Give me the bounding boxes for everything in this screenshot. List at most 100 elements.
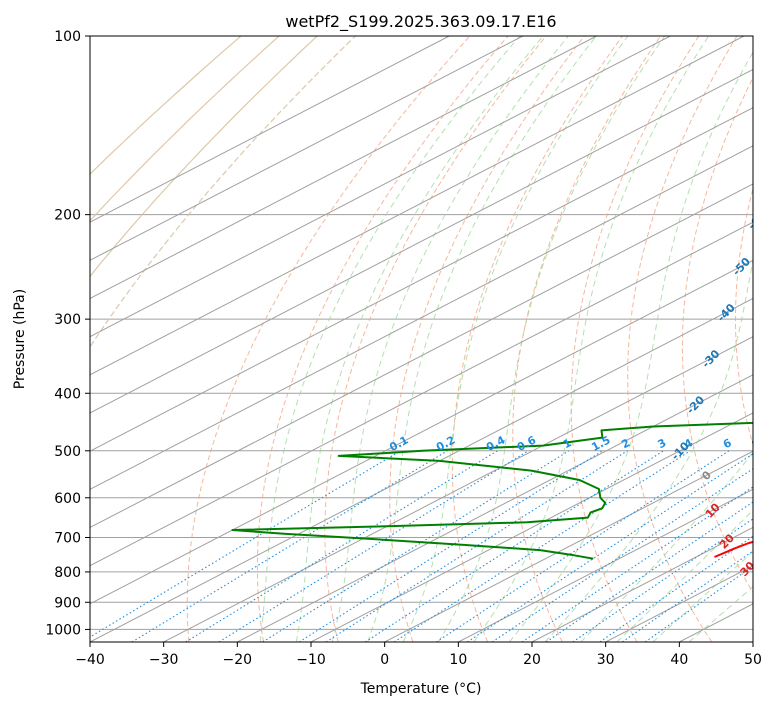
moist-adiabat-line <box>367 36 597 642</box>
isotherm-line <box>90 36 671 338</box>
x-tick-label: −40 <box>75 652 105 668</box>
isotherm-line <box>384 450 753 642</box>
isoline-labels: 0.10.20.40.611.52346810131620253036-100-… <box>387 163 775 604</box>
moist-adiabat-line <box>688 586 753 642</box>
moist-adiabat-line <box>652 550 753 642</box>
isotherm-line <box>163 336 753 642</box>
x-tick-label: 50 <box>744 652 762 668</box>
isotherm-line <box>90 36 597 300</box>
mixing-ratio-line <box>218 450 529 642</box>
y-tick-label: 600 <box>54 491 81 507</box>
mixing-ratio-line <box>622 550 753 642</box>
y-tick-label: 900 <box>54 595 81 611</box>
temperature-line <box>714 540 753 558</box>
plot-frame <box>89 35 754 643</box>
mixing-ratio-label: 1 <box>561 436 574 451</box>
isotherm-line <box>310 412 753 642</box>
mixing-ratio-line <box>572 518 753 642</box>
isotherm-line <box>90 221 753 567</box>
x-axis-title: Temperature (°C) <box>360 681 482 697</box>
mixing-ratio-line <box>393 450 691 642</box>
dry-adiabat-line <box>627 36 738 642</box>
mixing-ratio-label: 8 <box>750 436 763 451</box>
x-tick-label: −20 <box>223 652 253 668</box>
mixing-ratio-line <box>644 565 753 642</box>
isotherm-line <box>752 641 753 642</box>
moist-adiabat-line <box>259 36 521 642</box>
moist-adiabat-line <box>616 509 753 642</box>
isotherm-line <box>90 36 450 223</box>
dry-adiabat-line <box>512 36 662 642</box>
isotherm-line <box>90 36 745 376</box>
y-tick-label: 800 <box>54 565 81 581</box>
x-tick-label: 30 <box>597 652 615 668</box>
moist-adiabat-line <box>402 36 629 642</box>
dry-adiabat-line <box>90 36 242 175</box>
dry-adiabat-line <box>324 36 547 642</box>
chart-title: wetPf2_S199.2025.363.09.17.E16 <box>285 12 556 32</box>
y-tick-label: 1000 <box>45 622 81 638</box>
mixing-ratio-line <box>491 468 753 642</box>
isotherm-line <box>458 488 753 642</box>
mixing-ratio-line <box>90 450 401 638</box>
isotherm-line <box>90 36 524 261</box>
y-tick-label: 300 <box>54 312 81 328</box>
isotherm-line <box>90 107 753 452</box>
isotherm-line <box>90 68 753 414</box>
isotherm-label: -30 <box>699 347 722 371</box>
mixing-ratio-line <box>185 450 498 642</box>
isotherm-label: -40 <box>715 301 738 325</box>
isotherm-line <box>531 526 753 642</box>
background-lines <box>90 36 753 642</box>
mixing-ratio-line <box>325 450 628 642</box>
isotherm-line <box>90 259 753 605</box>
mixing-ratio-label: 3 <box>656 436 669 451</box>
isotherm-label: 30 <box>738 559 758 579</box>
x-tick-label: 10 <box>449 652 467 668</box>
y-tick-label: 700 <box>54 531 81 547</box>
isotherm-line <box>90 145 753 490</box>
x-tick-label: 20 <box>523 652 541 668</box>
moist-adiabat-line <box>580 451 753 642</box>
y-tick-label: 500 <box>54 444 81 460</box>
mixing-ratio-line <box>364 450 664 642</box>
dry-adiabat-line <box>735 186 753 447</box>
y-axis: 100 200 300 400 500 600 700 800 900 1000 <box>45 29 90 638</box>
mixing-ratio-line <box>298 450 603 642</box>
y-tick-label: 100 <box>54 29 81 45</box>
dry-adiabat-line <box>256 36 509 642</box>
dry-adiabat-line <box>681 76 753 594</box>
mixing-ratio-line <box>521 486 753 642</box>
dry-adiabat-line <box>389 36 585 642</box>
x-tick-label: 0 <box>380 652 389 668</box>
moist-adiabat-line <box>331 36 569 642</box>
isotherm-label: -70 <box>760 163 775 187</box>
y-tick-label: 400 <box>54 386 81 402</box>
mixing-ratio-label: 6 <box>721 436 734 451</box>
x-tick-label: −10 <box>296 652 326 668</box>
dry-adiabat-line <box>90 36 356 348</box>
mixing-ratio-line <box>131 450 448 642</box>
dry-adiabat-line <box>451 36 623 642</box>
mixing-ratio-line <box>467 453 753 642</box>
moist-adiabat-line <box>509 51 753 642</box>
isotherm-line <box>90 183 753 529</box>
moist-adiabat-line <box>473 36 710 642</box>
isotherm-label: 10 <box>703 500 723 520</box>
y-axis-title: Pressure (hPa) <box>12 289 28 389</box>
mixing-ratio-label: 10 <box>769 434 775 453</box>
x-tick-label: 40 <box>670 652 688 668</box>
isotherm-label: -50 <box>730 255 753 279</box>
isotherm-label: -60 <box>745 209 768 233</box>
isotherm-line <box>90 297 753 642</box>
data-series <box>231 421 753 560</box>
x-axis: −40 −30 −20 −10 0 10 20 30 40 50 <box>75 642 762 668</box>
isotherm-line <box>237 374 753 642</box>
mixing-ratio-line <box>262 450 570 642</box>
dewpoint-line <box>231 421 753 560</box>
moist-adiabat-line <box>544 257 753 642</box>
isotherm-label: 40 <box>763 584 775 604</box>
y-tick-label: 200 <box>54 208 81 224</box>
isotherm-line <box>605 565 753 642</box>
